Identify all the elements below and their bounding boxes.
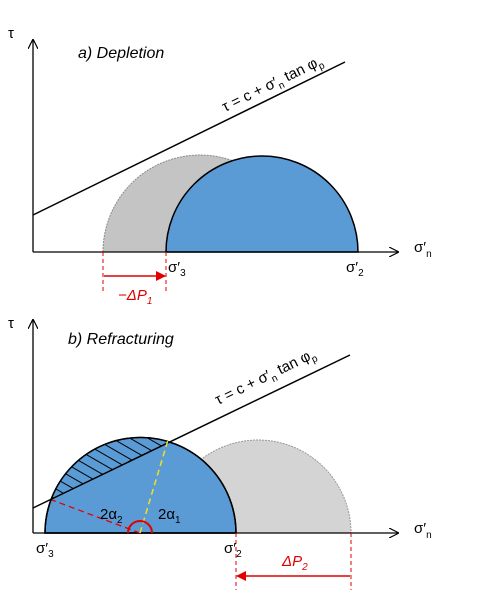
pressure-label: −ΔP1 xyxy=(118,287,152,307)
subscript: 2 xyxy=(301,562,308,573)
panel-a: τ a) Depletion τ = c + σ′n tan φp σ′n σ′… xyxy=(8,25,432,307)
x-axis-label: σ′n xyxy=(414,239,432,260)
subscript: n xyxy=(426,249,432,260)
y-axis-label: τ xyxy=(8,315,14,332)
text: σ′ xyxy=(168,259,180,276)
panel-title: a) Depletion xyxy=(78,45,164,62)
text: −ΔP xyxy=(118,287,147,304)
y-axis-label: τ xyxy=(8,25,14,42)
failure-envelope xyxy=(32,354,351,509)
depleted-circle xyxy=(165,155,359,253)
text: ΔP xyxy=(281,553,302,570)
text: σ′ xyxy=(224,540,236,557)
subscript: p xyxy=(317,60,327,73)
angle-arc xyxy=(127,520,153,534)
failure-envelope xyxy=(32,61,346,216)
subscript: 2 xyxy=(117,515,123,526)
circle-outline xyxy=(44,436,237,534)
text: tan φ xyxy=(278,55,321,87)
envelope-label: τ = c + σ′n tan φp xyxy=(212,345,320,411)
sigma2-label: σ′2 xyxy=(346,259,364,279)
sigma2-label: σ′2 xyxy=(224,540,242,560)
angle-label: 2α1 xyxy=(158,506,181,526)
panel-title: b) Refracturing xyxy=(68,331,174,348)
subscript: 2 xyxy=(358,268,364,279)
text: σ′ xyxy=(346,259,358,276)
subscript: n xyxy=(277,80,287,92)
text: σ′ xyxy=(36,540,48,557)
sigma3-label: σ′3 xyxy=(36,540,54,560)
subscript: 1 xyxy=(175,515,181,526)
subscript: 3 xyxy=(48,549,54,560)
subscript: p xyxy=(310,353,320,366)
subscript: 1 xyxy=(147,296,153,307)
text: σ′ xyxy=(414,520,426,537)
envelope-label: τ = c + σ′n tan φp xyxy=(219,52,327,118)
subscript: 3 xyxy=(180,268,186,279)
x-axis-label: σ′n xyxy=(414,520,432,541)
angle-label: 2α2 xyxy=(100,506,123,526)
subscript: n xyxy=(270,373,280,385)
sigma3-label: σ′3 xyxy=(168,259,186,279)
text: 2α xyxy=(158,506,175,523)
subscript: 2 xyxy=(236,549,242,560)
pressure-label: ΔP2 xyxy=(281,553,308,573)
text: σ′ xyxy=(414,239,426,256)
panel-b: τ b) Refracturing τ = c + σ′n tan φp σ′n… xyxy=(8,315,432,590)
radius-line xyxy=(51,499,141,534)
text: τ = c + σ′ xyxy=(212,367,273,409)
radius-line xyxy=(139,439,169,534)
subscript: n xyxy=(426,530,432,541)
text: 2α xyxy=(100,506,117,523)
